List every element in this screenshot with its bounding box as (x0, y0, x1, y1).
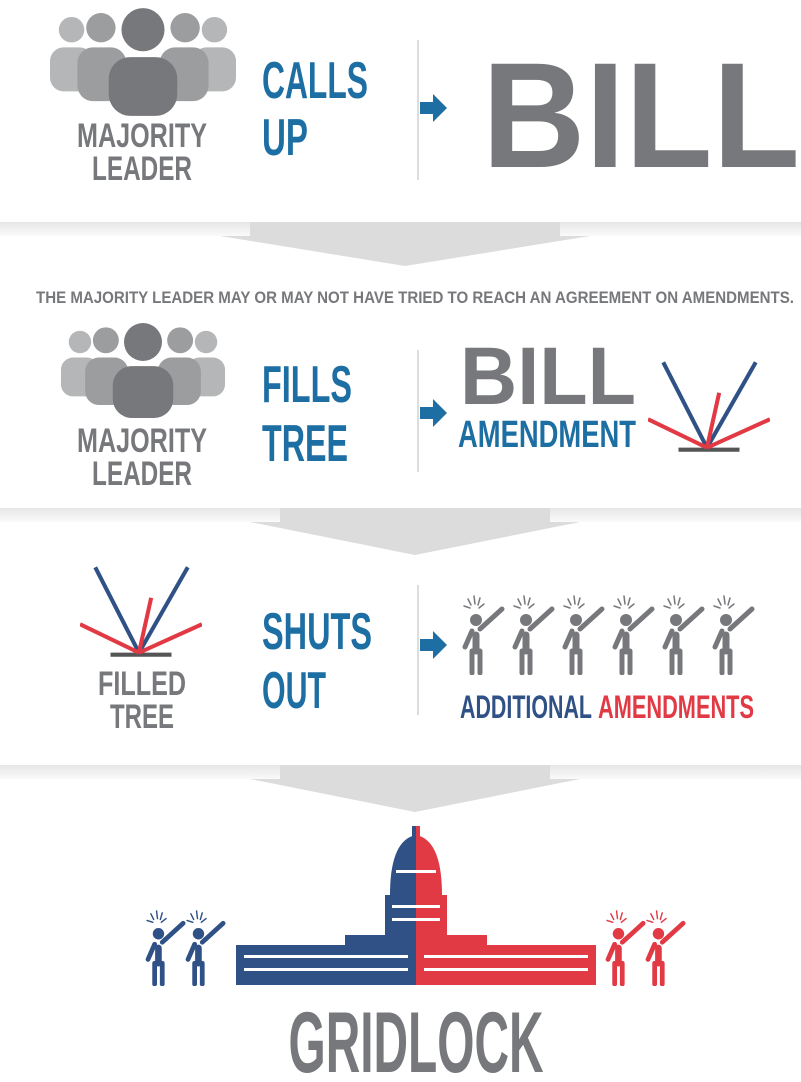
object-text: BILL (482, 31, 800, 199)
crowd-icon (50, 8, 236, 116)
people-group (147, 911, 223, 984)
crowd-icon (61, 323, 225, 418)
people-group (464, 596, 752, 673)
people-group (607, 911, 683, 984)
note: THE MAJORITY LEADER MAY OR MAY NOT HAVE … (36, 288, 794, 307)
action-text: UP (262, 109, 308, 167)
tree-icon (80, 567, 202, 654)
actor-text: LEADER (92, 455, 192, 493)
actor-text: LEADER (92, 150, 192, 188)
object-text: AMENDMENT (458, 414, 636, 456)
object-text: BILL (460, 331, 636, 422)
action-text: SHUTS (262, 603, 372, 661)
result-text: GRIDLOCK (289, 995, 544, 1082)
arrow (420, 631, 447, 659)
infographic: MAJORITY LEADER CALLS UP BILL THE MAJORI… (0, 0, 801, 1082)
actor-text: TREE (110, 698, 174, 736)
action-text: CALLS (262, 52, 368, 110)
tree-icon (648, 362, 770, 449)
action-text: FILLS (262, 356, 352, 414)
object-text: ADDITIONAL (460, 689, 592, 725)
capitol (236, 826, 596, 985)
action-text: OUT (262, 662, 326, 720)
object-text: AMENDMENTS (598, 689, 754, 725)
action-text: TREE (262, 415, 348, 473)
arrow (420, 399, 447, 427)
arrow (420, 94, 447, 122)
